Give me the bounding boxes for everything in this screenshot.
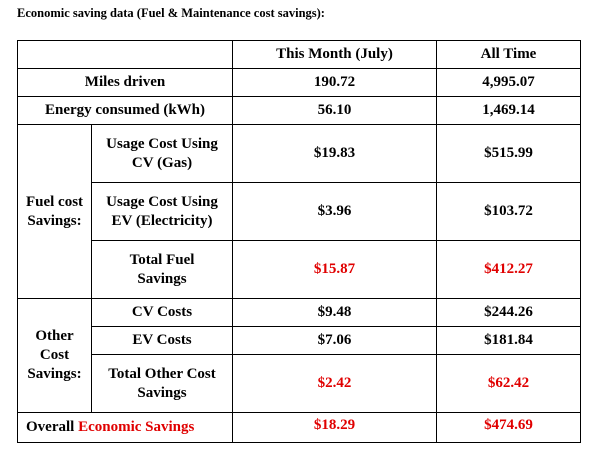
group-text: Other Cost Savings: xyxy=(27,328,82,382)
cell: 1,469.14 xyxy=(436,96,581,125)
cell: $103.72 xyxy=(436,182,581,241)
row: Other Cost Savings: CV Costs $9.48 $244.… xyxy=(17,298,581,413)
row: Total Fuel Savings $15.87 $412.27 xyxy=(18,240,581,299)
group-text: Fuel cost Savings: xyxy=(25,193,84,229)
row: Overall Economic Savings $18.29 $474.69 xyxy=(17,412,581,443)
row-label: Total Other Cost Savings xyxy=(91,354,233,413)
row-label: EV Costs xyxy=(91,326,233,355)
label-text: Total Other Cost Savings xyxy=(108,365,216,401)
savings-table: This Month (July) All Time Miles driven … xyxy=(17,40,581,443)
cell: $7.06 xyxy=(232,326,437,355)
label-text: Usage Cost Using CV (Gas) xyxy=(106,135,218,171)
row: Miles driven 190.72 4,995.07 xyxy=(17,68,581,97)
cell: $9.48 xyxy=(232,298,437,327)
row: Total Other Cost Savings $2.42 $62.42 xyxy=(18,354,581,413)
row-label: Energy consumed (kWh) xyxy=(17,96,233,125)
row: Energy consumed (kWh) 56.10 1,469.14 xyxy=(17,96,581,125)
column-header: This Month (July) xyxy=(232,40,437,69)
row-label: Overall Economic Savings xyxy=(17,412,233,443)
cell: $15.87 xyxy=(232,240,437,299)
row-label: CV Costs xyxy=(91,298,233,327)
empty-cell xyxy=(17,40,233,69)
cell: 190.72 xyxy=(232,68,437,97)
row: Fuel cost Savings: Usage Cost Using CV (… xyxy=(17,124,581,299)
header-row: This Month (July) All Time xyxy=(17,40,581,69)
label-text: Usage Cost Using EV (Electricity) xyxy=(106,193,218,229)
label-text: Economic Savings xyxy=(78,419,195,435)
cell: $19.83 xyxy=(232,124,437,183)
column-header: All Time xyxy=(436,40,581,69)
cell: $474.69 xyxy=(436,412,581,443)
cell: $412.27 xyxy=(436,240,581,299)
row: EV Costs $7.06 $181.84 xyxy=(18,326,581,355)
group-label: Fuel cost Savings: xyxy=(17,124,92,299)
row: Usage Cost Using EV (Electricity) $3.96 … xyxy=(18,182,581,241)
cell: $2.42 xyxy=(232,354,437,413)
row-label: Total Fuel Savings xyxy=(91,240,233,299)
cell: $62.42 xyxy=(436,354,581,413)
cell: $3.96 xyxy=(232,182,437,241)
row-label: Miles driven xyxy=(17,68,233,97)
label-text: Total Fuel Savings xyxy=(129,251,195,287)
cell: $515.99 xyxy=(436,124,581,183)
row-label: Usage Cost Using CV (Gas) xyxy=(91,124,233,183)
title: Economic saving data (Fuel & Maintenance… xyxy=(17,6,325,20)
group-label: Other Cost Savings: xyxy=(17,298,92,413)
cell: $181.84 xyxy=(436,326,581,355)
cell: 56.10 xyxy=(232,96,437,125)
cell: $18.29 xyxy=(232,412,437,443)
cell: $244.26 xyxy=(436,298,581,327)
row-label: Usage Cost Using EV (Electricity) xyxy=(91,182,233,241)
label-text: Overall xyxy=(26,419,75,435)
cell: 4,995.07 xyxy=(436,68,581,97)
